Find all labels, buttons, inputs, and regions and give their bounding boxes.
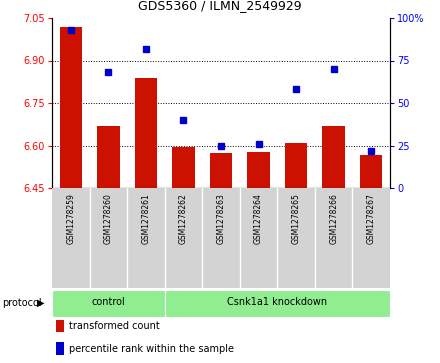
Text: GSM1278266: GSM1278266 [329, 193, 338, 244]
Bar [135, 77, 157, 188]
Text: percentile rank within the sample: percentile rank within the sample [69, 344, 234, 354]
Bar [56, 342, 64, 355]
Bar [97, 126, 120, 188]
Text: control: control [92, 297, 125, 307]
Text: GSM1278267: GSM1278267 [367, 193, 376, 244]
Text: Csnk1a1 knockdown: Csnk1a1 knockdown [227, 297, 327, 307]
Bar [52, 290, 165, 317]
Text: GSM1278260: GSM1278260 [104, 193, 113, 244]
Bar [56, 320, 64, 333]
Text: GDS5360 / ILMN_2549929: GDS5360 / ILMN_2549929 [138, 0, 302, 12]
Bar [59, 26, 82, 188]
Text: GSM1278264: GSM1278264 [254, 193, 263, 244]
Text: transformed count: transformed count [69, 321, 159, 331]
Bar [210, 152, 232, 188]
Text: GSM1278265: GSM1278265 [292, 193, 301, 244]
Bar [165, 290, 390, 317]
Bar [172, 147, 195, 188]
Text: GSM1278259: GSM1278259 [66, 193, 75, 244]
Bar [323, 126, 345, 188]
Text: protocol: protocol [2, 298, 42, 308]
Bar [285, 143, 308, 188]
Text: GSM1278263: GSM1278263 [216, 193, 225, 244]
Bar [360, 155, 382, 188]
Text: GSM1278261: GSM1278261 [141, 193, 150, 244]
Text: GSM1278262: GSM1278262 [179, 193, 188, 244]
Bar [247, 152, 270, 188]
Text: ▶: ▶ [37, 298, 45, 308]
